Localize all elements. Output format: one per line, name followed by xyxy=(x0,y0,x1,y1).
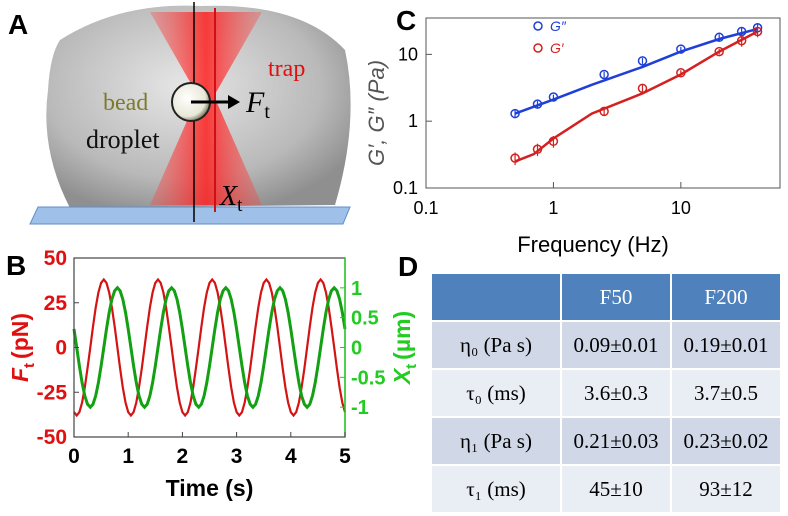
row-label: η₀ (Pa s) xyxy=(430,320,562,370)
y-axis-title: G′, G″ (Pa) xyxy=(364,60,389,166)
row-label: τ₁ (ms) xyxy=(430,464,562,514)
data-point xyxy=(510,153,520,163)
data-point xyxy=(510,108,520,119)
value-cell: 0.21±0.03 xyxy=(560,416,672,466)
y2-tick-label: -0.5 xyxy=(351,367,385,389)
table-row: η₀ (Pa s) 0.09±0.01 0.19±0.01 xyxy=(430,320,782,370)
y-tick-label: 1 xyxy=(408,111,418,131)
droplet-label: droplet xyxy=(86,125,160,154)
x-axis-title: Frequency (Hz) xyxy=(517,232,669,257)
parameter-table: F50 F200 η₀ (Pa s) 0.09±0.01 0.19±0.01 τ₀ (ms… xyxy=(430,272,782,514)
x-tick-label: 1 xyxy=(122,445,134,468)
table-row: τ₁ (ms) 45±10 93±12 xyxy=(430,464,782,514)
x-tick-label: 4 xyxy=(285,445,297,468)
trap-label: trap xyxy=(268,56,305,82)
y2-tick-label: 0.5 xyxy=(351,308,379,330)
data-line xyxy=(72,285,347,410)
y-tick-label: -50 xyxy=(37,426,67,449)
symbol: F xyxy=(245,86,265,119)
value-cell: 45±10 xyxy=(560,464,672,514)
legend-marker xyxy=(533,43,543,53)
panel-label: D xyxy=(398,251,418,282)
data-point xyxy=(599,69,609,80)
legend-label: G″ xyxy=(550,18,567,34)
data-point xyxy=(599,106,609,117)
x-axis-title: Time (s) xyxy=(166,475,254,501)
value-cell: 3.7±0.5 xyxy=(670,368,782,418)
force-label: Ft xyxy=(245,86,270,123)
x-tick-label: 5 xyxy=(339,445,351,468)
subscript: t xyxy=(264,101,270,123)
header-cell: F50 xyxy=(560,272,672,322)
x-tick-label: 2 xyxy=(177,445,189,468)
value-cell: 3.6±0.3 xyxy=(560,368,672,418)
table-row: τ₀ (ms) 3.6±0.3 3.7±0.5 xyxy=(430,368,782,418)
legend-label: G′ xyxy=(550,40,565,56)
data-point xyxy=(676,68,686,78)
symbol: X xyxy=(219,181,238,212)
data-point xyxy=(736,35,747,46)
value-cell: 0.23±0.02 xyxy=(670,416,782,466)
y2-tick-label: 0 xyxy=(351,338,362,360)
subscript: t xyxy=(237,195,243,216)
y2-tick-label: -1 xyxy=(351,397,369,419)
row-label: τ₀ (ms) xyxy=(430,368,562,418)
x-tick-label: 0.1 xyxy=(413,198,438,218)
subscript: t xyxy=(403,364,420,369)
header-cell: F200 xyxy=(670,272,782,322)
data-line xyxy=(73,277,347,418)
y-tick-label: 10 xyxy=(398,44,418,64)
data-point xyxy=(532,99,543,109)
unit: (µm) xyxy=(389,311,415,360)
x-tick-label: 3 xyxy=(231,445,243,468)
data-point xyxy=(548,92,559,102)
data-point xyxy=(637,56,648,66)
header-cell xyxy=(430,272,562,322)
data-point xyxy=(676,44,686,54)
panel-label: C xyxy=(396,5,416,36)
arrow-head xyxy=(228,95,240,109)
value-cell: 0.09±0.01 xyxy=(560,320,672,370)
panel-label: B xyxy=(6,250,26,281)
row-label: η₁ (Pa s) xyxy=(430,416,562,466)
y-tick-label: 0 xyxy=(55,337,67,360)
data-point xyxy=(532,144,543,155)
substrate xyxy=(29,206,351,225)
symbol: X xyxy=(389,367,415,386)
plot-frame xyxy=(425,17,781,189)
data-point xyxy=(736,26,747,37)
bead-label: bead xyxy=(103,90,148,116)
unit: (pN) xyxy=(7,313,33,359)
y2-tick-label: 1 xyxy=(351,278,362,300)
y-tick-label: 50 xyxy=(44,247,67,270)
axis-title: Ft (pN) xyxy=(7,313,38,382)
y-tick-label: -25 xyxy=(37,381,68,404)
header-row: F50 F200 xyxy=(430,272,782,322)
panel-label: A xyxy=(8,9,28,40)
symbol: F xyxy=(7,367,33,382)
data-point xyxy=(637,83,648,94)
data-point xyxy=(714,46,724,57)
x-tick-label: 1 xyxy=(548,198,558,218)
legend-marker xyxy=(533,21,543,31)
x-tick-label: 0 xyxy=(68,445,80,468)
y-tick-label: 0.1 xyxy=(393,178,418,198)
data-point xyxy=(714,32,724,43)
y-tick-label: 25 xyxy=(44,292,68,315)
data-point xyxy=(752,26,763,37)
position-label: Xt xyxy=(219,181,243,216)
x-tick-label: 10 xyxy=(671,198,691,218)
subscript: t xyxy=(21,363,38,368)
table-row: η₁ (Pa s) 0.21±0.03 0.23±0.02 xyxy=(430,416,782,466)
data-point xyxy=(548,136,559,147)
axis-title: Xt (µm) xyxy=(389,311,420,386)
value-cell: 0.19±0.01 xyxy=(670,320,782,370)
value-cell: 93±12 xyxy=(670,464,782,514)
